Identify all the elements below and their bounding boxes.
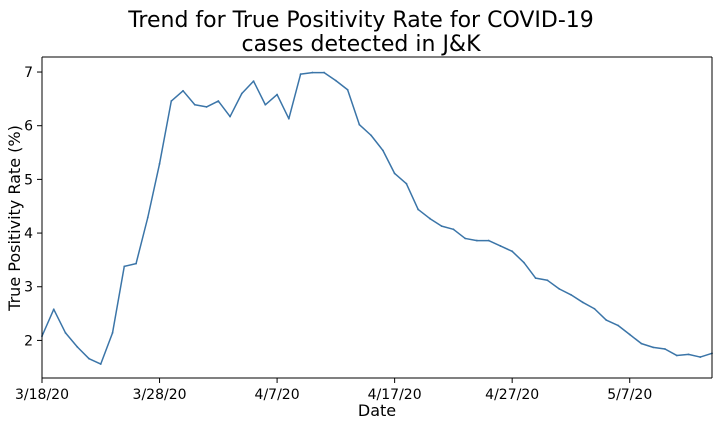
- data-point: [311, 71, 314, 74]
- data-point: [146, 216, 149, 219]
- plot-area: [41, 71, 713, 365]
- data-point: [170, 100, 173, 102]
- data-point: [252, 80, 255, 83]
- data-point: [452, 228, 455, 231]
- data-point: [417, 208, 420, 211]
- x-tick-label: 3/28/20: [133, 387, 187, 403]
- data-point: [52, 308, 55, 311]
- data-point: [534, 277, 537, 280]
- data-point: [664, 348, 666, 350]
- data-point: [264, 103, 267, 106]
- data-point: [428, 217, 431, 220]
- data-point: [193, 103, 196, 106]
- data-point: [334, 79, 337, 82]
- y-tick-label: 7: [24, 65, 33, 81]
- axes-frame: [41, 56, 713, 379]
- y-tick-label: 4: [24, 226, 33, 242]
- data-point: [229, 115, 231, 118]
- data-point: [323, 71, 326, 74]
- data-point: [476, 239, 478, 242]
- y-axis-ticks: 2 3 4 5 6 7: [24, 65, 42, 349]
- data-point: [358, 123, 361, 126]
- data-point: [64, 332, 67, 334]
- y-axis-label: True Positivity Rate (%): [5, 125, 24, 312]
- y-tick-label: 2: [24, 333, 33, 349]
- data-point: [652, 346, 655, 349]
- x-axis-label: Date: [358, 401, 396, 420]
- data-point: [99, 363, 102, 365]
- data-point: [523, 261, 525, 264]
- data-point: [299, 73, 302, 76]
- data-point: [405, 182, 408, 185]
- data-point: [699, 356, 702, 358]
- data-point: [570, 293, 572, 296]
- x-tick-label: 4/17/20: [368, 387, 422, 403]
- data-point: [675, 354, 678, 357]
- data-point: [393, 172, 396, 175]
- x-tick-label: 5/7/20: [607, 387, 652, 403]
- data-point: [558, 287, 561, 290]
- data-point: [217, 100, 220, 102]
- chart-title-line-2: cases detected in J&K: [241, 32, 481, 57]
- data-point: [640, 342, 643, 345]
- data-point: [123, 265, 126, 268]
- data-point: [111, 332, 114, 334]
- chart-title-line-1: Trend for True Positivity Rate for COVID…: [127, 8, 594, 33]
- chart-title: Trend for True Positivity Rate for COVID…: [127, 8, 594, 57]
- data-point: [440, 225, 443, 227]
- data-point: [346, 88, 349, 91]
- x-axis-ticks: 3/18/20 3/28/20 4/7/20 4/17/20 4/27/20 5/7/20: [15, 378, 652, 403]
- y-tick-label: 5: [24, 172, 33, 188]
- data-point: [76, 345, 79, 348]
- x-tick-label: 3/18/20: [15, 387, 69, 403]
- data-point: [135, 262, 137, 265]
- data-point: [499, 245, 502, 247]
- data-point: [511, 250, 514, 253]
- data-point: [205, 106, 208, 108]
- data-point: [276, 93, 278, 96]
- y-tick-label: 3: [24, 280, 33, 296]
- data-point: [464, 237, 467, 240]
- data-point: [605, 319, 608, 321]
- data-point: [581, 301, 584, 304]
- data-point: [381, 149, 384, 152]
- data-point: [617, 324, 619, 327]
- data-points: [41, 71, 713, 365]
- data-point: [158, 162, 161, 165]
- data-point: [628, 333, 631, 336]
- data-point: [287, 117, 290, 120]
- data-point: [593, 307, 596, 310]
- x-tick-label: 4/7/20: [255, 387, 300, 403]
- data-point: [88, 357, 90, 360]
- data-point: [240, 92, 243, 95]
- data-point: [182, 89, 184, 92]
- y-tick-label: 6: [24, 119, 33, 135]
- data-point: [487, 239, 490, 242]
- x-tick-label: 4/27/20: [485, 387, 539, 403]
- data-point: [546, 279, 549, 282]
- data-point: [687, 353, 690, 356]
- series-line: [41, 71, 713, 365]
- data-point: [370, 134, 373, 137]
